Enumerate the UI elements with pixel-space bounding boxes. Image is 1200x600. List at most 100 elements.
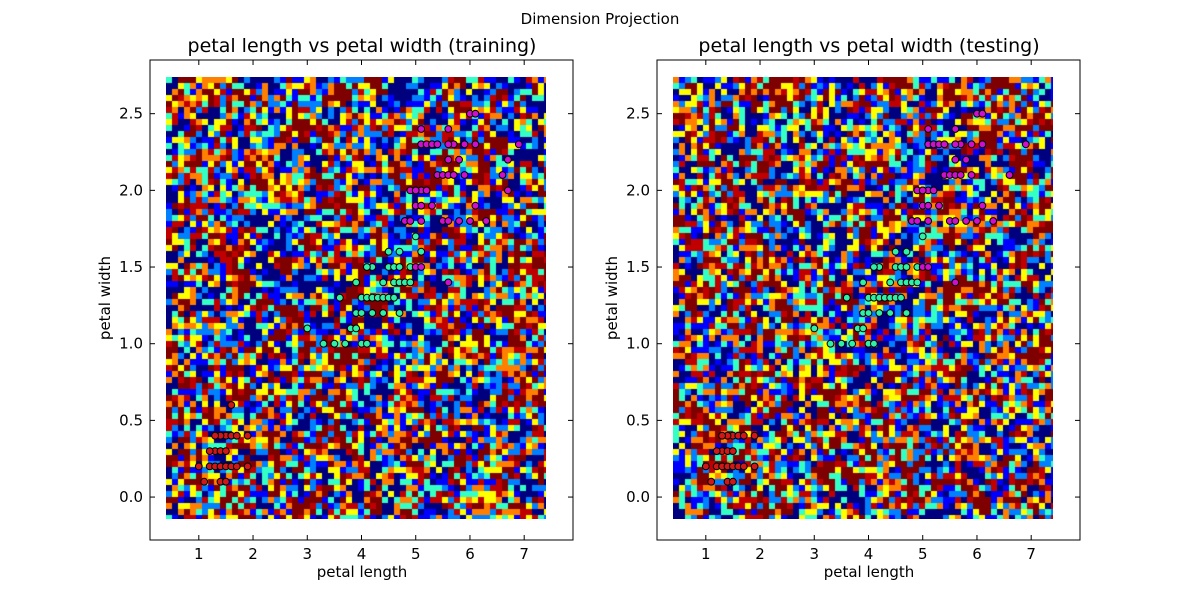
training-point-class2-24 bbox=[449, 171, 458, 179]
testing-point-class1-33 bbox=[891, 247, 900, 256]
training-point-class0-14 bbox=[232, 431, 241, 440]
testing-point-class2-37 bbox=[1021, 140, 1030, 149]
training-x-tick-label: 7 bbox=[519, 545, 529, 563]
training-point-class1-14 bbox=[368, 309, 377, 317]
testing-x-tick-label: 6 bbox=[972, 545, 982, 563]
testing-point-class2-35 bbox=[989, 217, 998, 225]
training-point-class2-36 bbox=[498, 171, 507, 179]
testing-x-tick-label: 5 bbox=[918, 545, 928, 563]
testing-x-tick-label: 4 bbox=[864, 545, 874, 563]
training-x-tick-label: 4 bbox=[357, 545, 367, 563]
figure-title: Dimension Projection bbox=[521, 10, 680, 28]
training-point-class2-7 bbox=[417, 201, 426, 210]
testing-y-tick-label: 1.0 bbox=[626, 335, 650, 353]
testing-point-class2-19 bbox=[951, 278, 960, 287]
training-point-class2-37 bbox=[504, 186, 512, 195]
training-x-axis-label: petal length bbox=[317, 563, 408, 581]
training-point-class0-18 bbox=[205, 447, 214, 456]
training-point-class2-27 bbox=[455, 155, 464, 164]
testing-point-class0-1 bbox=[707, 477, 716, 486]
training-point-class1-2 bbox=[330, 339, 339, 348]
training-y-axis-label: petal width bbox=[96, 256, 114, 340]
training-y-tick-label: 2.0 bbox=[119, 181, 143, 199]
testing-point-class2-30 bbox=[973, 217, 981, 225]
training-point-class1-8 bbox=[352, 278, 361, 287]
training-background-map bbox=[166, 76, 546, 519]
testing-point-class1-3 bbox=[842, 293, 851, 302]
training-point-class1-12 bbox=[363, 339, 371, 348]
training-point-class2-26 bbox=[455, 217, 464, 225]
testing-x-tick-label: 7 bbox=[1026, 545, 1036, 563]
testing-y-axis-label: petal width bbox=[603, 256, 621, 340]
testing-point-class1-22 bbox=[897, 293, 905, 302]
testing-point-class1-19 bbox=[886, 278, 895, 287]
training-point-class2-38 bbox=[504, 155, 512, 164]
training-point-class1-34 bbox=[363, 263, 371, 271]
testing-point-class1-32 bbox=[918, 232, 927, 241]
training-point-class1-35 bbox=[379, 309, 388, 317]
testing-point-class2-38 bbox=[951, 140, 960, 149]
testing-x-tick-label: 3 bbox=[809, 545, 819, 563]
training-point-class2-40 bbox=[444, 140, 453, 149]
training-point-class2-34 bbox=[471, 201, 480, 210]
testing-point-class1-28 bbox=[902, 247, 911, 256]
testing-point-class2-23 bbox=[951, 125, 960, 133]
training-point-class2-10 bbox=[417, 125, 426, 133]
testing-point-class1-2 bbox=[837, 339, 846, 348]
training-point-class1-27 bbox=[395, 263, 404, 271]
training-point-class1-0 bbox=[303, 324, 312, 333]
training-point-class2-23 bbox=[444, 125, 453, 133]
testing-point-class0-13 bbox=[739, 462, 748, 471]
testing-point-class1-0 bbox=[810, 324, 819, 333]
training-x-tick-label: 2 bbox=[248, 545, 258, 563]
training-point-class2-22 bbox=[444, 155, 453, 164]
training-x-tick-label: 6 bbox=[465, 545, 475, 563]
testing-point-class0-14 bbox=[739, 431, 748, 440]
training-point-class1-1 bbox=[319, 339, 328, 348]
training-plot: 1 2 3 4 5 6 7 0.0 0.5 1.0 1.5 2.0 2.5 petal length … bbox=[96, 35, 574, 581]
testing-point-class1-6 bbox=[859, 324, 867, 333]
training-scatter-points bbox=[194, 109, 523, 486]
training-y-tick-label: 0.5 bbox=[119, 411, 143, 429]
testing-x-axis-label: petal length bbox=[824, 563, 915, 581]
training-point-class2-29 bbox=[460, 140, 469, 149]
training-y-ticks: 0.0 0.5 1.0 1.5 2.0 2.5 bbox=[119, 105, 573, 506]
training-point-class2-35 bbox=[482, 217, 491, 225]
training-point-class1-10 bbox=[357, 309, 366, 317]
testing-x-tick-label: 2 bbox=[755, 545, 765, 563]
testing-point-class2-34 bbox=[978, 201, 987, 210]
training-y-tick-label: 1.5 bbox=[119, 258, 143, 276]
testing-point-class2-11 bbox=[929, 186, 938, 195]
testing-point-class0-0 bbox=[701, 462, 710, 471]
testing-background-map bbox=[673, 76, 1053, 519]
training-point-class1-32 bbox=[411, 232, 420, 241]
training-point-class1-28 bbox=[395, 247, 404, 256]
testing-point-class2-26 bbox=[962, 217, 970, 225]
testing-point-class2-1 bbox=[913, 217, 922, 225]
testing-point-class0-16 bbox=[750, 431, 759, 440]
training-point-class0-0 bbox=[194, 462, 203, 471]
training-point-class2-5 bbox=[417, 263, 426, 271]
testing-point-class2-36 bbox=[1005, 171, 1014, 179]
training-x-tick-label: 5 bbox=[411, 545, 421, 563]
testing-x-tick-label: 1 bbox=[701, 545, 711, 563]
testing-point-class1-36 bbox=[913, 278, 922, 287]
training-point-class2-13 bbox=[428, 201, 436, 210]
testing-point-class1-10 bbox=[864, 309, 873, 317]
testing-point-class0-17 bbox=[712, 447, 721, 456]
training-x-tick-label: 1 bbox=[194, 545, 204, 563]
testing-point-class0-19 bbox=[729, 447, 737, 456]
training-y-tick-label: 0.0 bbox=[119, 488, 143, 506]
training-point-class2-19 bbox=[444, 278, 453, 287]
training-point-class0-21 bbox=[211, 431, 220, 440]
testing-point-class2-32 bbox=[978, 140, 987, 149]
training-point-class1-36 bbox=[406, 278, 415, 287]
training-point-class2-6 bbox=[417, 217, 426, 225]
training-plot-title: petal length vs petal width (training) bbox=[188, 35, 537, 57]
testing-point-class2-40 bbox=[918, 186, 927, 195]
testing-point-class1-1 bbox=[826, 339, 835, 348]
training-y-tick-label: 2.5 bbox=[119, 105, 143, 123]
training-point-class2-1 bbox=[406, 217, 415, 225]
testing-y-tick-label: 2.0 bbox=[626, 181, 650, 199]
